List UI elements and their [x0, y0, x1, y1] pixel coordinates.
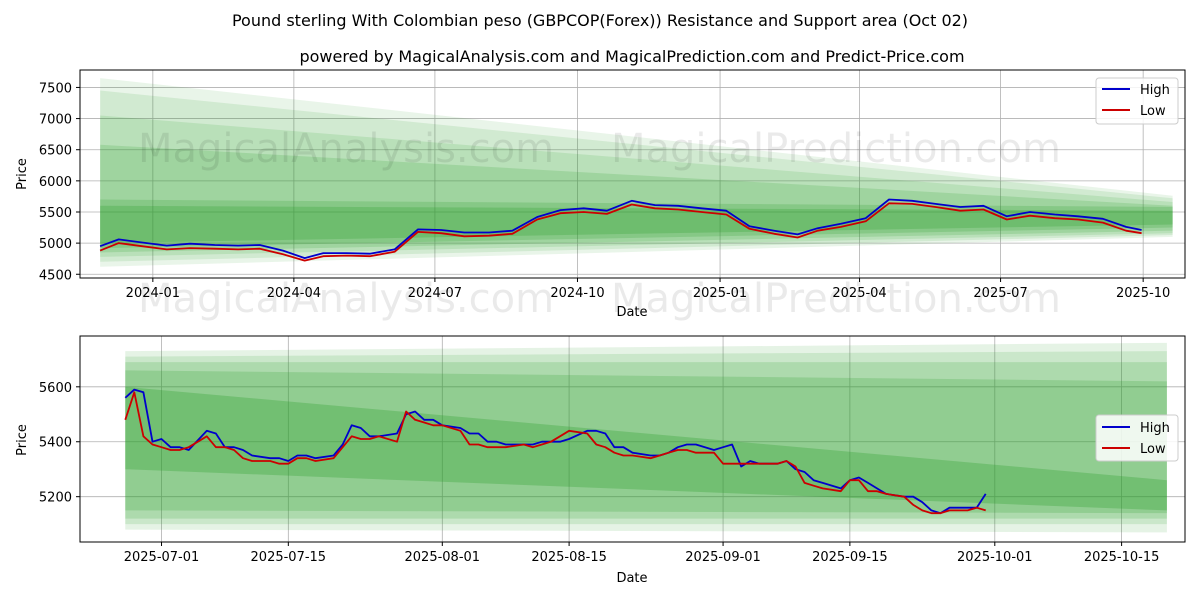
y-tick-label: 7500: [39, 81, 72, 96]
y-tick-label: 4500: [39, 268, 72, 283]
x-tick-label: 2025-04: [832, 286, 886, 301]
band-1: [125, 351, 1167, 525]
watermarks: MagicalAnalysis.com MagicalPrediction.co…: [138, 126, 1061, 322]
x-axis-label: Date: [616, 571, 647, 586]
x-tick-label: 2024-10: [550, 286, 604, 301]
series-low-line: [124, 391, 986, 515]
y-tick-label: 6500: [39, 144, 72, 159]
band-3: [100, 144, 1173, 253]
band-4: [100, 199, 1173, 249]
x-tick-label: 2025-08-15: [531, 550, 607, 565]
legend[interactable]: High Low: [1095, 77, 1179, 125]
x-tick-label: 2025-09-01: [685, 550, 761, 565]
chart-subtitle: powered by MagicalAnalysis.com and Magic…: [299, 47, 964, 66]
y-tick-label: 6000: [39, 175, 72, 190]
band-1: [100, 90, 1173, 262]
x-tick-label: 2025-10-01: [957, 550, 1033, 565]
x-tick-label: 2025-01: [693, 286, 747, 301]
plot-area: [80, 336, 1185, 542]
support-resistance-bands: [125, 342, 1167, 533]
band-0: [125, 342, 1167, 533]
y-tick-label: 7000: [39, 113, 72, 128]
grid-lines: [80, 70, 1185, 278]
x-tick-label: 2024-04: [267, 286, 321, 301]
x-tick-label: 2025-09-15: [812, 550, 888, 565]
watermark-analysis-lower: MagicalAnalysis.com: [138, 276, 554, 322]
x-axis-label: Date: [616, 305, 647, 320]
plot-frame: [79, 69, 1186, 279]
band-0: [100, 78, 1173, 267]
x-tick-label: 2025-07: [973, 286, 1027, 301]
price-lines: [99, 198, 1142, 262]
band-5: [100, 205, 1173, 244]
price-lines: [124, 388, 987, 515]
x-tick-label: 2025-10: [1116, 286, 1170, 301]
bottom-chart-panel: 5200 5400 5600 2025-07-01 2025-07-15 2025-08-…: [15, 335, 1186, 586]
legend-low-label: Low: [1140, 104, 1166, 119]
y-tick-label: 5600: [39, 381, 72, 396]
band-2: [100, 115, 1173, 257]
chart-title: Pound sterling With Colombian peso (GBPC…: [232, 11, 968, 30]
y-axis-label: Price: [15, 158, 30, 190]
x-tick-label: 2025-07-15: [251, 550, 327, 565]
x-tick-label: 2024-07: [408, 286, 462, 301]
series-high-line: [99, 198, 1142, 260]
band-4: [125, 386, 1167, 511]
y-tick-label: 5500: [39, 206, 72, 221]
support-resistance-bands: [100, 78, 1173, 267]
legend-high-label: High: [1140, 421, 1170, 436]
x-tick-label: 2025-08-01: [405, 550, 481, 565]
x-tick-label: 2024-01: [126, 286, 180, 301]
watermark-prediction: MagicalPrediction.com: [611, 126, 1061, 172]
band-3: [125, 370, 1167, 514]
series-low-line: [99, 202, 1142, 262]
x-tick-label: 2025-07-01: [124, 550, 200, 565]
band-2: [125, 362, 1167, 519]
grid-lines: [80, 336, 1185, 542]
legend-high-label: High: [1140, 83, 1170, 98]
legend[interactable]: High Low: [1095, 414, 1179, 462]
plot-frame: [79, 335, 1186, 543]
axes: 4500 5000 5500 6000 6500 7000 7500 2024-01 2024-…: [39, 81, 1170, 301]
top-chart-panel: MagicalAnalysis.com MagicalPrediction.co…: [15, 69, 1186, 322]
watermark-analysis: MagicalAnalysis.com: [138, 126, 554, 172]
watermark-prediction-lower: MagicalPrediction.com: [611, 276, 1061, 322]
y-axis-label: Price: [15, 424, 30, 456]
y-tick-label: 5000: [39, 237, 72, 252]
axes: 5200 5400 5600 2025-07-01 2025-07-15 2025-08-…: [39, 381, 1159, 565]
legend-low-label: Low: [1140, 442, 1166, 457]
y-tick-label: 5400: [39, 436, 72, 451]
y-tick-label: 5200: [39, 491, 72, 506]
x-tick-label: 2025-10-15: [1084, 550, 1160, 565]
